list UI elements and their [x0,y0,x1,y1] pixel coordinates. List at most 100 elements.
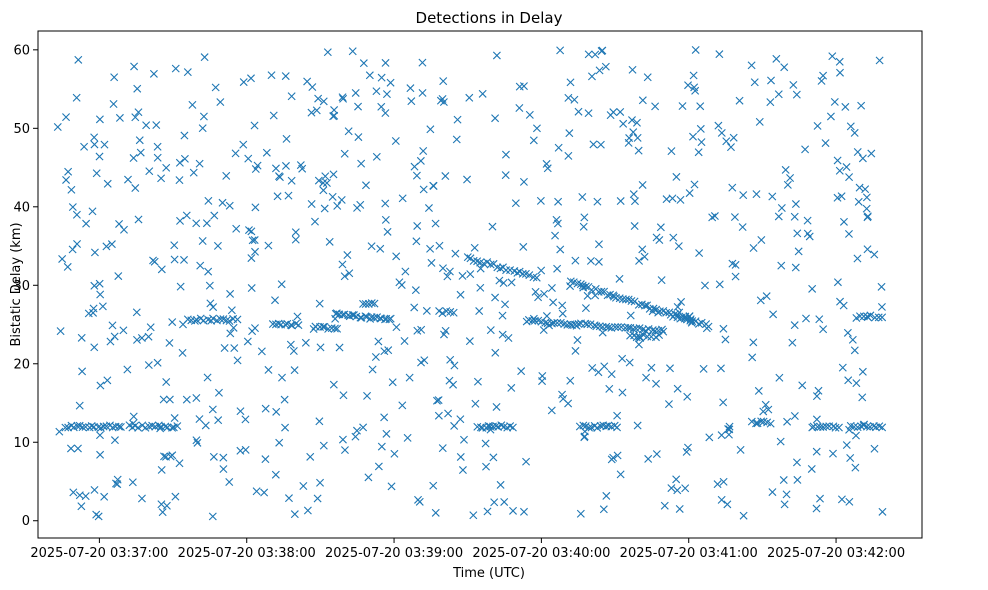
detection-point [192,436,201,445]
detection-point [695,249,704,258]
detection-point [850,128,859,137]
detection-point [231,149,240,158]
detection-point [558,309,567,318]
detection-point [842,441,851,450]
detection-point [476,283,485,292]
detection-point [452,135,461,144]
detection-point [116,422,125,431]
detection-point [851,431,860,440]
detection-point [828,52,837,61]
detection-point [315,417,324,426]
detection-point [96,381,105,390]
detection-point [354,102,363,111]
x-tick-label: 2025-07-20 03:37:00 [30,546,168,561]
detection-point [607,370,616,379]
detection-point [491,348,500,357]
detection-point [204,267,213,276]
detection-point [808,284,817,293]
detection-point [195,159,204,168]
detection-point [640,252,649,261]
detection-point [595,322,604,331]
detection-point [96,450,105,459]
detection-point [626,311,635,320]
detection-point [607,455,616,464]
detection-point [291,228,300,237]
data-points [53,45,887,521]
detection-point [601,62,610,71]
detection-point [171,492,180,501]
detection-point [153,153,162,162]
detection-point [624,138,633,147]
detection-point [678,102,687,111]
detection-point [152,121,161,130]
detection-point [376,244,385,253]
detection-point [861,185,870,194]
detection-point [465,93,474,102]
detection-point [196,261,205,270]
detection-point [594,240,603,249]
detection-point [681,484,690,493]
detection-point [99,422,108,431]
detection-point [429,481,438,490]
detection-point [615,274,624,283]
detection-point [568,321,577,330]
detection-point [345,269,354,278]
detection-point [157,265,166,274]
detection-point [602,491,611,500]
detection-point [319,322,328,331]
detection-point [90,343,99,352]
detection-point [153,358,162,367]
detection-point [68,203,77,212]
detection-point [636,333,645,342]
detection-point [387,482,396,491]
detection-point [728,259,737,268]
detection-point [747,61,756,70]
detection-point [862,422,871,431]
detection-point [878,423,887,432]
detection-point [168,451,177,460]
detection-point [850,346,859,355]
detection-point [627,297,636,306]
detection-point [157,465,166,474]
plot-area [38,31,922,538]
detection-point [372,152,381,161]
detection-point [150,257,159,266]
detection-point [87,421,96,430]
detection-point [837,495,846,504]
detection-point [159,395,168,404]
detection-point [438,309,447,318]
detection-point [233,315,242,324]
detection-point [775,373,784,382]
detection-point [130,62,139,71]
detection-point [145,422,154,431]
detection-point [714,121,723,130]
detection-point [325,237,334,246]
detection-point [870,444,879,453]
detection-point [77,333,86,342]
detection-point [672,172,681,181]
detection-point [380,347,389,356]
detection-point [518,269,527,278]
detection-point [131,184,140,193]
y-tick-label: 20 [13,357,30,372]
detection-point [691,45,700,54]
detection-point [429,181,438,190]
detection-point [547,406,556,415]
detection-point [390,449,399,458]
detection-point [154,421,163,430]
detection-point [854,197,863,206]
detection-point [214,388,223,397]
detection-point [73,240,82,248]
detection-point [802,314,810,323]
detection-point [340,446,349,455]
detection-point [236,407,245,416]
detection-point [566,78,575,87]
detection-point [554,143,563,152]
detection-point [377,73,386,82]
detection-point [261,455,270,464]
detection-point [621,295,630,304]
y-axis-ticks: 0 10 20 30 40 50 60 [13,43,38,529]
detection-point [507,383,516,392]
detection-point [553,264,562,273]
